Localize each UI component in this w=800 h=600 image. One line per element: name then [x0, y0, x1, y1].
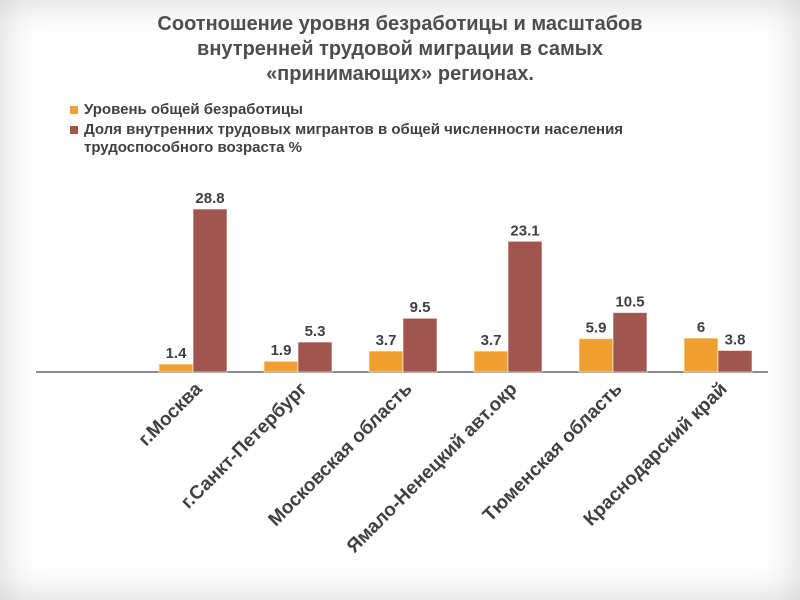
legend-swatch-migrants: [70, 126, 78, 134]
value-label-unemployment-3: 3.7: [481, 332, 502, 349]
bar-unemployment-0: [158, 363, 194, 373]
title-line-3: «принимающих» регионах.: [266, 63, 534, 85]
bar-migrants-3: [507, 240, 543, 373]
category-label-3: Ямало-Ненецкий авт.окр: [343, 379, 522, 558]
value-label-migrants-1: 5.3: [305, 323, 326, 340]
bar-unemployment-2: [368, 350, 404, 373]
legend-swatch-unemployment: [70, 106, 78, 114]
value-label-migrants-0: 28.8: [195, 190, 224, 207]
value-label-unemployment-2: 3.7: [376, 332, 397, 349]
title-line-1: Соотношение уровня безработицы и масштаб…: [157, 13, 643, 35]
bar-unemployment-5: [683, 337, 719, 373]
bar-unemployment-4: [578, 338, 614, 373]
legend-label-unemployment: Уровень общей безработицы: [84, 101, 303, 118]
value-label-migrants-5: 3.8: [725, 331, 746, 348]
value-label-unemployment-4: 5.9: [586, 320, 607, 337]
legend-label-migrants: Доля внутренних трудовых мигрантов в общ…: [84, 121, 624, 156]
value-label-migrants-4: 10.5: [615, 294, 644, 311]
bar-unemployment-1: [263, 360, 299, 373]
bar-migrants-1: [297, 341, 333, 373]
title-line-2: внутренней трудовой миграции в самых: [197, 38, 603, 60]
category-label-0: г.Москва: [135, 378, 207, 450]
chart-title: Соотношение уровня безработицы и масштаб…: [130, 12, 670, 87]
bar-migrants-2: [402, 317, 438, 373]
value-label-unemployment-1: 1.9: [271, 342, 292, 359]
bar-migrants-0: [192, 208, 228, 373]
bar-migrants-5: [717, 349, 753, 373]
value-label-unemployment-0: 1.4: [166, 345, 188, 362]
legend-item-migrants: Доля внутренних трудовых мигрантов в общ…: [70, 121, 750, 157]
value-label-unemployment-5: 6: [697, 319, 705, 336]
bar-migrants-4: [612, 312, 648, 373]
value-label-migrants-2: 9.5: [410, 299, 431, 316]
value-label-migrants-3: 23.1: [510, 222, 539, 239]
legend: Уровень общей безработицы Доля внутренни…: [70, 101, 750, 157]
bar-unemployment-3: [473, 350, 509, 373]
legend-item-unemployment: Уровень общей безработицы: [70, 101, 750, 119]
